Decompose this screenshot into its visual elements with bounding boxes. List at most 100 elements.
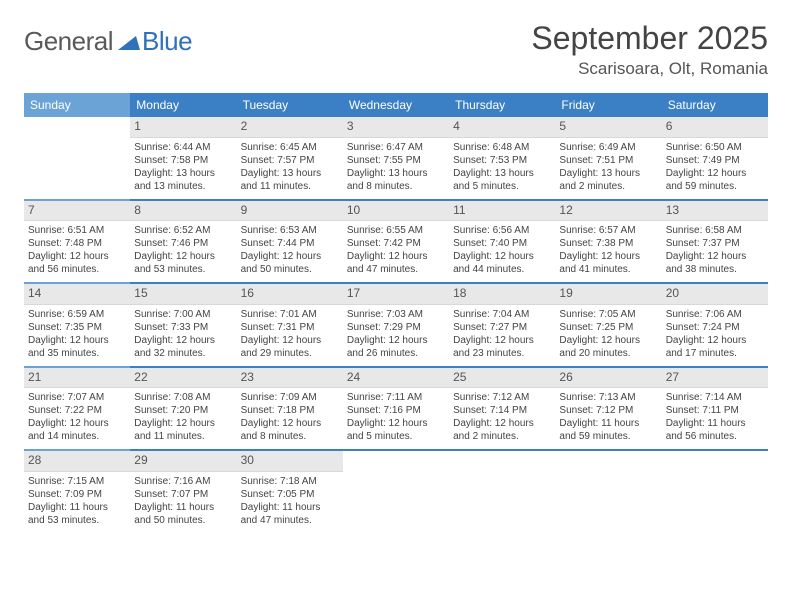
calendar-row: 7Sunrise: 6:51 AMSunset: 7:48 PMDaylight… [24,201,768,283]
day-number: 8 [130,201,236,222]
sunset-text: Sunset: 7:09 PM [28,488,126,501]
calendar-cell: 22Sunrise: 7:08 AMSunset: 7:20 PMDayligh… [130,368,236,450]
sunrise-text: Sunrise: 7:12 AM [453,391,551,404]
day-details: Sunrise: 7:09 AMSunset: 7:18 PMDaylight:… [241,391,339,443]
day-number: 1 [130,117,236,138]
weekday-header-row: SundayMondayTuesdayWednesdayThursdayFrid… [24,93,768,117]
calendar-cell: 28Sunrise: 7:15 AMSunset: 7:09 PMDayligh… [24,451,130,533]
daylight-text: Daylight: 12 hours and 50 minutes. [241,250,339,276]
sunrise-text: Sunrise: 6:56 AM [453,224,551,237]
daylight-text: Daylight: 12 hours and 59 minutes. [666,167,764,193]
calendar-cell: 25Sunrise: 7:12 AMSunset: 7:14 PMDayligh… [449,368,555,450]
sunset-text: Sunset: 7:16 PM [347,404,445,417]
sunrise-text: Sunrise: 7:00 AM [134,308,232,321]
sunrise-text: Sunrise: 7:03 AM [347,308,445,321]
sunrise-text: Sunrise: 6:45 AM [241,141,339,154]
day-details: Sunrise: 6:52 AMSunset: 7:46 PMDaylight:… [134,224,232,276]
calendar-cell: 29Sunrise: 7:16 AMSunset: 7:07 PMDayligh… [130,451,236,533]
sunrise-text: Sunrise: 6:59 AM [28,308,126,321]
sunset-text: Sunset: 7:12 PM [559,404,657,417]
calendar-cell: 4Sunrise: 6:48 AMSunset: 7:53 PMDaylight… [449,117,555,199]
daylight-text: Daylight: 12 hours and 41 minutes. [559,250,657,276]
calendar-cell: 17Sunrise: 7:03 AMSunset: 7:29 PMDayligh… [343,284,449,366]
sunrise-text: Sunrise: 6:55 AM [347,224,445,237]
daylight-text: Daylight: 12 hours and 5 minutes. [347,417,445,443]
sunset-text: Sunset: 7:11 PM [666,404,764,417]
day-number: 5 [555,117,661,138]
daylight-text: Daylight: 12 hours and 26 minutes. [347,334,445,360]
daylight-text: Daylight: 11 hours and 47 minutes. [241,501,339,527]
daylight-text: Daylight: 11 hours and 59 minutes. [559,417,657,443]
day-number: 28 [24,451,130,472]
calendar-cell: 6 Sunrise: 6:50 AMSunset: 7:49 PMDaylight… [662,117,768,199]
day-details: Sunrise: 7:16 AMSunset: 7:07 PMDaylight:… [134,475,232,527]
calendar-cell [24,117,130,199]
sunset-text: Sunset: 7:48 PM [28,237,126,250]
daylight-text: Daylight: 12 hours and 23 minutes. [453,334,551,360]
day-details: Sunrise: 6:57 AMSunset: 7:38 PMDaylight:… [559,224,657,276]
calendar-cell: 30Sunrise: 7:18 AMSunset: 7:05 PMDayligh… [237,451,343,533]
day-details: Sunrise: 7:12 AMSunset: 7:14 PMDaylight:… [453,391,551,443]
sunrise-text: Sunrise: 6:51 AM [28,224,126,237]
day-details: Sunrise: 7:08 AMSunset: 7:20 PMDaylight:… [134,391,232,443]
sunrise-text: Sunrise: 6:50 AM [666,141,764,154]
day-details: Sunrise: 6:55 AMSunset: 7:42 PMDaylight:… [347,224,445,276]
weekday-header: Monday [130,93,236,117]
day-details: Sunrise: 7:03 AMSunset: 7:29 PMDaylight:… [347,308,445,360]
calendar-cell: 24Sunrise: 7:11 AMSunset: 7:16 PMDayligh… [343,368,449,450]
sunset-text: Sunset: 7:44 PM [241,237,339,250]
day-details: Sunrise: 6:51 AMSunset: 7:48 PMDaylight:… [28,224,126,276]
day-number: 21 [24,368,130,389]
day-details: Sunrise: 6:48 AMSunset: 7:53 PMDaylight:… [453,141,551,193]
day-details: Sunrise: 6:56 AMSunset: 7:40 PMDaylight:… [453,224,551,276]
day-number: 2 [237,117,343,138]
sunrise-text: Sunrise: 6:48 AM [453,141,551,154]
day-details: Sunrise: 6:53 AMSunset: 7:44 PMDaylight:… [241,224,339,276]
day-details: Sunrise: 7:07 AMSunset: 7:22 PMDaylight:… [28,391,126,443]
day-number: 15 [130,284,236,305]
day-number: 26 [555,368,661,389]
day-details: Sunrise: 6:44 AMSunset: 7:58 PMDaylight:… [134,141,232,193]
calendar-cell: 20Sunrise: 7:06 AMSunset: 7:24 PMDayligh… [662,284,768,366]
sunset-text: Sunset: 7:38 PM [559,237,657,250]
weekday-header: Saturday [662,93,768,117]
calendar-cell: 18Sunrise: 7:04 AMSunset: 7:27 PMDayligh… [449,284,555,366]
sunset-text: Sunset: 7:07 PM [134,488,232,501]
daylight-text: Daylight: 12 hours and 29 minutes. [241,334,339,360]
sunrise-text: Sunrise: 6:52 AM [134,224,232,237]
logo: General Blue [24,26,192,57]
location-text: Scarisoara, Olt, Romania [531,59,768,79]
day-number: 7 [24,201,130,222]
day-number: 27 [662,368,768,389]
calendar-cell: 21Sunrise: 7:07 AMSunset: 7:22 PMDayligh… [24,368,130,450]
sunset-text: Sunset: 7:24 PM [666,321,764,334]
calendar-cell [449,451,555,533]
weekday-header: Tuesday [237,93,343,117]
daylight-text: Daylight: 13 hours and 13 minutes. [134,167,232,193]
daylight-text: Daylight: 12 hours and 56 minutes. [28,250,126,276]
day-number: 22 [130,368,236,389]
day-number: 24 [343,368,449,389]
sunrise-text: Sunrise: 6:49 AM [559,141,657,154]
daylight-text: Daylight: 12 hours and 17 minutes. [666,334,764,360]
calendar-cell: 5 Sunrise: 6:49 AMSunset: 7:51 PMDaylight… [555,117,661,199]
day-details: Sunrise: 6:50 AMSunset: 7:49 PMDaylight:… [666,141,764,193]
day-number: 13 [662,201,768,222]
daylight-text: Daylight: 12 hours and 8 minutes. [241,417,339,443]
calendar-cell: 12Sunrise: 6:57 AMSunset: 7:38 PMDayligh… [555,201,661,283]
title-block: September 2025 Scarisoara, Olt, Romania [531,20,768,79]
day-number: 6 [662,117,768,138]
sunset-text: Sunset: 7:18 PM [241,404,339,417]
header: General Blue September 2025 Scarisoara, … [24,20,768,79]
calendar-row: 21Sunrise: 7:07 AMSunset: 7:22 PMDayligh… [24,368,768,450]
weekday-header: Thursday [449,93,555,117]
sunset-text: Sunset: 7:53 PM [453,154,551,167]
sunrise-text: Sunrise: 7:08 AM [134,391,232,404]
sunrise-text: Sunrise: 7:18 AM [241,475,339,488]
day-number: 12 [555,201,661,222]
calendar-cell: 1 Sunrise: 6:44 AMSunset: 7:58 PMDaylight… [130,117,236,199]
sunset-text: Sunset: 7:20 PM [134,404,232,417]
logo-triangle-icon [118,34,140,55]
calendar-cell: 2Sunrise: 6:45 AMSunset: 7:57 PMDaylight… [237,117,343,199]
day-details: Sunrise: 6:49 AMSunset: 7:51 PMDaylight:… [559,141,657,193]
